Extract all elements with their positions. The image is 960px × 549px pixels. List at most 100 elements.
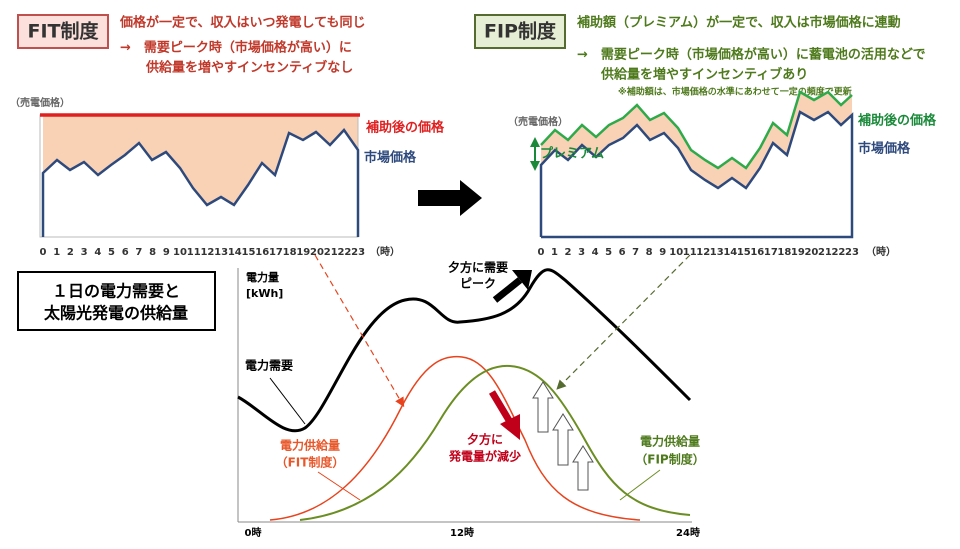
hour-label: 7: [632, 247, 639, 258]
peak-label: ピーク: [460, 277, 496, 291]
hour-label: 5: [108, 247, 115, 258]
hour-label: 14: [723, 247, 737, 258]
hour-label: 16: [750, 247, 764, 258]
fip-note: ※補助額は、市場価格の水準にあわせて一定の頻度で更新: [618, 86, 852, 98]
drop-arrow-head: [500, 414, 520, 440]
demand-curve: [237, 268, 692, 433]
fip-badge-box: [474, 14, 566, 49]
fit-supply-label: 電力供給量: [280, 438, 340, 453]
y-label: （売電価格）: [10, 96, 70, 109]
hour-label: 9: [659, 247, 666, 258]
x-unit: （時）: [370, 245, 400, 258]
x-label: 24時: [676, 526, 700, 539]
leader-line: [619, 469, 661, 501]
hour-label: 11: [683, 247, 697, 258]
hour-label: 13: [710, 247, 724, 258]
premium-area: [43, 115, 358, 205]
leader-line: [317, 471, 361, 501]
hour-label: 3: [81, 247, 88, 258]
title: １日の電力需要と: [52, 282, 180, 301]
fit-line: 供給量を増やすインセンティブなし: [145, 60, 353, 76]
x-label: 12時: [450, 526, 474, 539]
transition-arrow: [418, 180, 482, 216]
subsidized-label: 補助後の価格: [858, 113, 937, 129]
title: 太陽光発電の供給量: [43, 304, 188, 323]
hour-label: 15: [737, 247, 751, 258]
y-label: （売電価格）: [508, 115, 568, 128]
hour-label: 17: [269, 247, 283, 258]
link-arrow: [556, 254, 691, 390]
shift-arrow: [552, 413, 574, 466]
hour-label: 1: [53, 247, 60, 258]
hour-label: 22: [831, 247, 845, 258]
hour-label: 4: [592, 247, 599, 258]
fit-badge: FIT制度: [27, 20, 99, 43]
shift-arrow: [532, 381, 554, 433]
hour-label: 8: [646, 247, 653, 258]
hour-label: 23: [845, 247, 859, 258]
fip-badge: FIP制度: [484, 20, 557, 43]
hour-label: 8: [149, 247, 156, 258]
premium-area: [541, 92, 852, 188]
fit-line: 価格が一定で、収入はいつ発電しても同じ: [119, 15, 365, 31]
drop-arrow: [488, 390, 514, 424]
shift-arrow: [572, 445, 594, 491]
fip-line: 補助額（プレミアム）が一定で、収入は市場価格に連動: [577, 15, 901, 31]
fip-line: 供給量を増やすインセンティブあり: [600, 67, 808, 83]
y-label: 電力量: [246, 270, 279, 284]
hour-label: 6: [619, 247, 626, 258]
drop-label: 夕方に: [467, 432, 503, 447]
y-label: [kWh]: [246, 287, 283, 300]
title-box: [17, 271, 216, 331]
hour-label: 0: [538, 247, 545, 258]
hour-label: 12: [200, 247, 214, 258]
subsidized-line: [540, 90, 853, 170]
hour-label: 1: [551, 247, 558, 258]
fip-supply-label: 電力供給量: [640, 434, 700, 449]
hour-label: 18: [283, 247, 297, 258]
hour-label: 17: [764, 247, 778, 258]
hour-label: 12: [696, 247, 710, 258]
hour-label: 2: [67, 247, 74, 258]
link-arrow: [314, 254, 405, 408]
market-line: [41, 128, 360, 237]
x-label: 0時: [245, 526, 262, 539]
fit-line: → 需要ピーク時（市場価格が高い）に: [120, 40, 352, 56]
hour-label: 21: [818, 247, 832, 258]
hour-label: 0: [40, 247, 47, 258]
hour-label: 3: [578, 247, 585, 258]
hour-label: 2: [565, 247, 572, 258]
subsidized-label: 補助後の価格: [366, 120, 445, 136]
hour-label: 10: [669, 247, 683, 258]
hour-label: 14: [228, 247, 242, 258]
hour-label: 20: [804, 247, 818, 258]
hour-label: 15: [242, 247, 256, 258]
peak-arrow-head: [512, 270, 532, 290]
hour-label: 22: [337, 247, 351, 258]
hour-label: 19: [296, 247, 310, 258]
hour-label: 23: [351, 247, 365, 258]
hour-label: 19: [791, 247, 805, 258]
fip-supply-label: （FIP制度）: [635, 452, 704, 467]
drop-label: 発電量が減少: [448, 449, 521, 464]
peak-label: 夕方に需要: [448, 260, 508, 275]
fit-supply-label: （FIT制度）: [276, 455, 345, 470]
market-label: 市場価格: [364, 150, 417, 166]
leader-line: [269, 377, 306, 425]
demand-label: 電力需要: [245, 358, 293, 373]
hour-label: 10: [173, 247, 187, 258]
hour-label: 13: [214, 247, 228, 258]
x-unit: （時）: [866, 245, 896, 258]
fit-supply-curve: [269, 355, 641, 521]
market-label: 市場価格: [858, 141, 911, 157]
fit-badge-box: [17, 14, 109, 49]
hour-label: 18: [777, 247, 791, 258]
hour-label: 6: [122, 247, 129, 258]
hour-label: 7: [135, 247, 142, 258]
hour-label: 20: [310, 247, 324, 258]
hour-label: 9: [163, 247, 170, 258]
hour-label: 5: [605, 247, 612, 258]
